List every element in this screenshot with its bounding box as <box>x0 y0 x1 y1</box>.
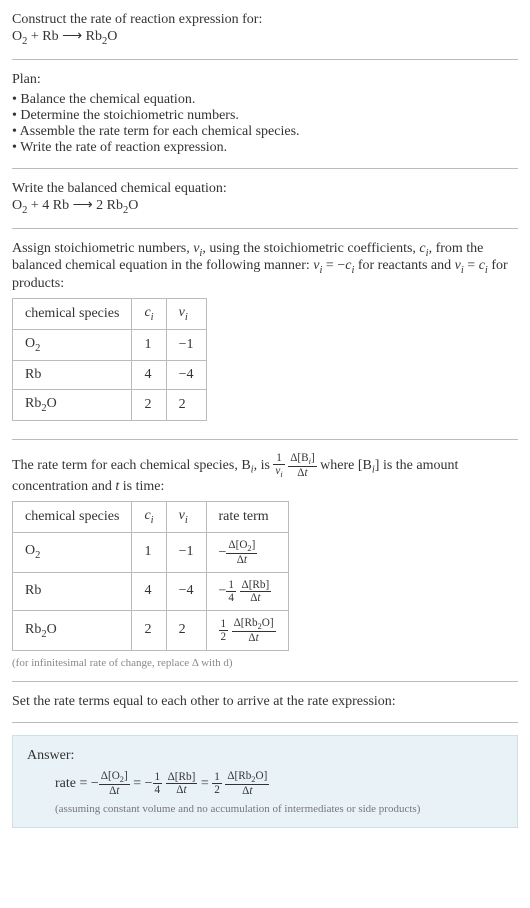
set-equal-text: Set the rate terms equal to each other t… <box>12 694 518 710</box>
col-species: chemical species <box>13 299 132 330</box>
plan-section: Plan: Balance the chemical equation. Det… <box>12 72 518 169</box>
rateterm-table: chemical species ci νi rate term O2 1 −1… <box>12 501 289 651</box>
plan-list: Balance the chemical equation. Determine… <box>12 92 518 156</box>
prompt-title: Construct the rate of reaction expressio… <box>12 12 518 28</box>
stoich-section: Assign stoichiometric numbers, νi, using… <box>12 241 518 440</box>
plan-label: Plan: <box>12 72 518 88</box>
balanced-reaction: O2 + 4 Rb ⟶ 2 Rb2O <box>12 197 518 216</box>
set-equal-section: Set the rate terms equal to each other t… <box>12 694 518 723</box>
plan-item: Determine the stoichiometric numbers. <box>12 108 518 124</box>
col-nui: νi <box>166 299 206 330</box>
rateterm-section: The rate term for each chemical species,… <box>12 452 518 683</box>
table-row: O2 1 −1 −Δ[O2]Δt <box>13 532 289 572</box>
balanced-label: Write the balanced chemical equation: <box>12 181 518 197</box>
rateterm-note: (for infinitesimal rate of change, repla… <box>12 657 518 669</box>
rateterm-intro: The rate term for each chemical species,… <box>12 452 518 495</box>
answer-box: Answer: rate = −Δ[O2]Δt = −14 Δ[Rb]Δt = … <box>12 735 518 828</box>
plan-item: Balance the chemical equation. <box>12 92 518 108</box>
table-row: O2 1 −1 <box>13 329 207 360</box>
prompt-section: Construct the rate of reaction expressio… <box>12 12 518 60</box>
plan-item: Assemble the rate term for each chemical… <box>12 124 518 140</box>
plan-item: Write the rate of reaction expression. <box>12 140 518 156</box>
answer-rate: rate = −Δ[O2]Δt = −14 Δ[Rb]Δt = 12 Δ[Rb2… <box>27 770 503 797</box>
answer-note: (assuming constant volume and no accumul… <box>27 803 503 815</box>
table-row: Rb 4 −4 −14 Δ[Rb]Δt <box>13 572 289 610</box>
prompt-reaction: O2 + Rb ⟶ Rb2O <box>12 28 518 47</box>
stoich-table: chemical species ci νi O2 1 −1 Rb 4 −4 R… <box>12 298 207 420</box>
table-row: Rb2O 2 2 <box>13 389 207 420</box>
table-row: Rb 4 −4 <box>13 360 207 389</box>
table-row: Rb2O 2 2 12 Δ[Rb2O]Δt <box>13 610 289 650</box>
stoich-intro: Assign stoichiometric numbers, νi, using… <box>12 241 518 293</box>
balanced-section: Write the balanced chemical equation: O2… <box>12 181 518 229</box>
col-ci: ci <box>132 299 166 330</box>
answer-label: Answer: <box>27 748 503 764</box>
